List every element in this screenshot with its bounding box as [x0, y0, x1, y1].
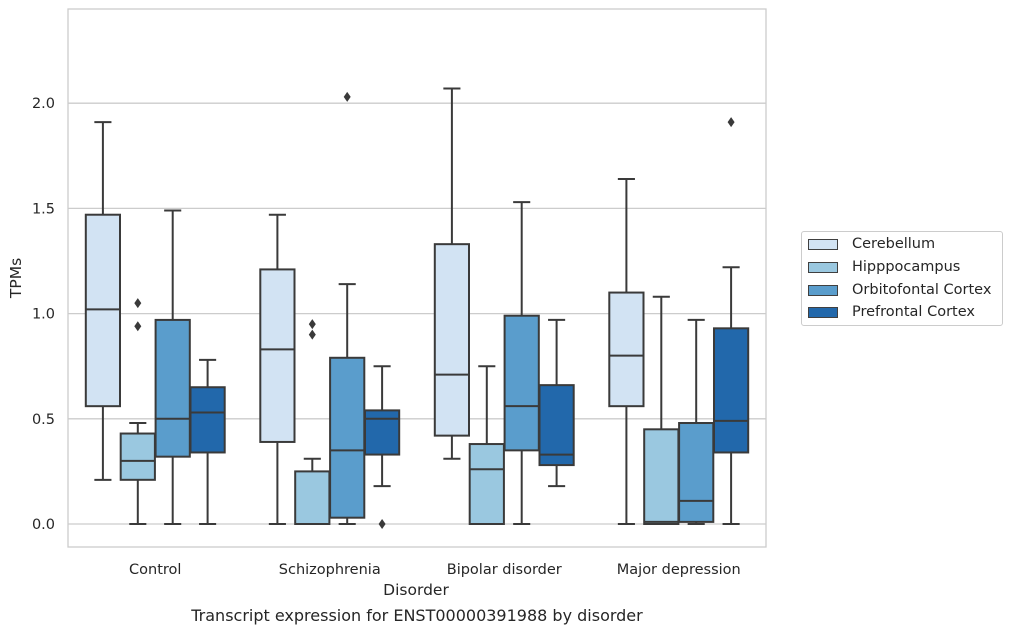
legend-item-hippocampus: Hipppocampus — [808, 258, 960, 276]
x-tick-label: Bipolar disorder — [447, 562, 562, 578]
iqr-box — [503, 314, 540, 452]
y-tick-label: 1.5 — [32, 201, 55, 217]
x-tick-label: Control — [129, 562, 181, 578]
iqr-box — [678, 422, 715, 523]
y-tick-label: 1.0 — [32, 307, 55, 323]
y-tick-label: 2.0 — [32, 96, 55, 112]
iqr-box — [119, 432, 156, 481]
iqr-box — [294, 470, 331, 525]
outlier-point — [378, 519, 386, 529]
legend-item-cerebellum: Cerebellum — [808, 235, 935, 253]
box-1-3 — [643, 295, 680, 526]
legend-label: Cerebellum — [852, 236, 936, 252]
box-3-1 — [363, 365, 401, 529]
box-2-0 — [154, 209, 191, 525]
y-axis-label: TPMs — [7, 258, 25, 299]
box-1-1 — [294, 319, 331, 525]
box-2-2 — [503, 201, 540, 525]
box-0-3 — [608, 177, 645, 525]
iqr-box — [643, 428, 680, 526]
x-tick-label: Schizophrenia — [279, 562, 381, 578]
box-1-2 — [468, 365, 505, 526]
iqr-box — [712, 327, 750, 454]
legend-label: Prefrontal Cortex — [852, 304, 975, 320]
box-0-0 — [84, 121, 122, 481]
iqr-box — [608, 291, 645, 408]
box-3-0 — [189, 358, 226, 525]
outlier-point — [343, 91, 351, 102]
iqr-box — [468, 443, 505, 526]
legend-label: Orbitofontal Cortex — [852, 282, 992, 298]
y-tick-labels: 0.0 0.5 1.0 1.5 2.0 — [32, 96, 55, 533]
iqr-box — [84, 213, 122, 408]
x-axis-label: Disorder — [383, 581, 449, 599]
outlier-point — [308, 319, 316, 330]
outlier-point — [134, 298, 142, 309]
y-tick-label: 0.5 — [32, 412, 55, 428]
legend: Cerebellum Hipppocampus Orbitofontal Cor… — [801, 231, 1003, 326]
iqr-box — [329, 356, 366, 519]
box-3-3 — [712, 117, 750, 525]
box-0-2 — [433, 87, 471, 460]
legend-swatch — [808, 284, 838, 296]
legend-label: Hipppocampus — [852, 259, 961, 275]
outlier-point — [727, 117, 735, 128]
legend-swatch — [808, 261, 838, 273]
box-2-3 — [678, 318, 715, 525]
plot-frame — [67, 8, 767, 548]
box-0-1 — [259, 213, 296, 525]
box-2-1 — [329, 91, 366, 525]
x-tick-labels: Control Schizophrenia Bipolar disorder Majo… — [129, 562, 741, 578]
x-tick-label: Major depression — [617, 562, 741, 578]
iqr-box — [538, 384, 575, 467]
iqr-box — [363, 409, 401, 456]
outlier-point — [134, 321, 142, 332]
y-tick-label: 0.0 — [32, 517, 55, 533]
iqr-box — [433, 243, 471, 437]
box-3-2 — [538, 318, 575, 488]
legend-item-prefrontal: Prefrontal Cortex — [808, 303, 975, 321]
box-layer — [84, 87, 750, 529]
iqr-box — [189, 386, 226, 454]
iqr-box — [154, 318, 191, 458]
box-1-0 — [119, 298, 156, 525]
iqr-box — [259, 268, 296, 443]
legend-swatch — [808, 306, 838, 318]
outlier-point — [308, 329, 316, 340]
chart-caption: Transcript expression for ENST0000039198… — [191, 606, 643, 625]
legend-item-orbitofrontal: Orbitofontal Cortex — [808, 281, 991, 299]
legend-swatch — [808, 238, 838, 250]
